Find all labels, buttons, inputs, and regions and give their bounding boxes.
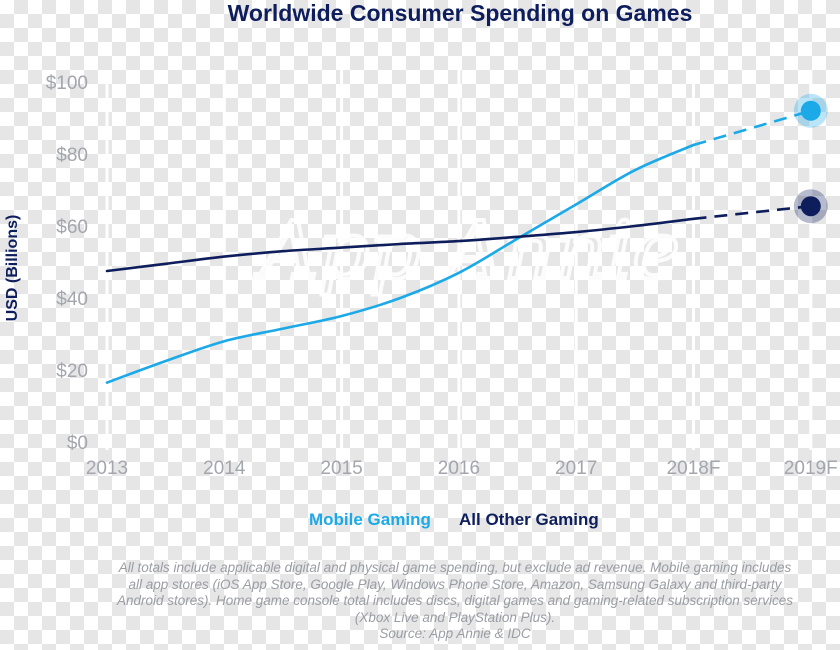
forecast-marker-mobile-gaming — [800, 100, 821, 121]
footnote-line: all app stores (iOS App Store, Google Pl… — [128, 576, 782, 592]
footnote-source: Source: App Annie & IDC — [379, 626, 531, 641]
forecast-marker-all-other-gaming — [800, 196, 821, 217]
x-tick-label: 2016 — [438, 458, 480, 479]
x-tick-label: 2019F — [784, 458, 838, 479]
x-tick-label: 2017 — [555, 458, 597, 479]
series-line-mobile-gaming — [105, 143, 695, 384]
y-tick-label: $20 — [56, 361, 88, 382]
y-axis-label: USD (Billions) — [4, 215, 21, 322]
footnote-line: (Xbox Live and PlayStation Plus). — [354, 609, 556, 625]
x-tick-label: 2013 — [86, 458, 128, 479]
series-line-all-other-gaming — [105, 217, 695, 273]
footnote-line: All totals include applicable digital an… — [118, 560, 792, 575]
y-tick-label: $100 — [46, 73, 88, 94]
x-tick-label: 2015 — [320, 458, 362, 479]
watermark-logo: App Annie — [253, 204, 679, 297]
legend-item-all-other-gaming: All Other Gaming — [459, 510, 599, 529]
legend-item-mobile-gaming: Mobile Gaming — [309, 510, 431, 529]
y-tick-label: $80 — [56, 145, 88, 166]
footnote: All totals include applicable digital an… — [70, 560, 840, 643]
y-tick-label: $0 — [67, 433, 88, 454]
chart-title: Worldwide Consumer Spending on Games — [228, 0, 693, 26]
x-tick-label: 2014 — [203, 458, 246, 479]
y-tick-label: $40 — [56, 289, 88, 310]
footnote-line: Android stores). Home game console total… — [116, 593, 794, 608]
series-forecast-all-other-gaming — [693, 204, 811, 221]
x-tick-label: 2018F — [667, 458, 721, 479]
series-forecast-mobile-gaming — [693, 109, 812, 147]
y-tick-label: $60 — [56, 217, 88, 238]
